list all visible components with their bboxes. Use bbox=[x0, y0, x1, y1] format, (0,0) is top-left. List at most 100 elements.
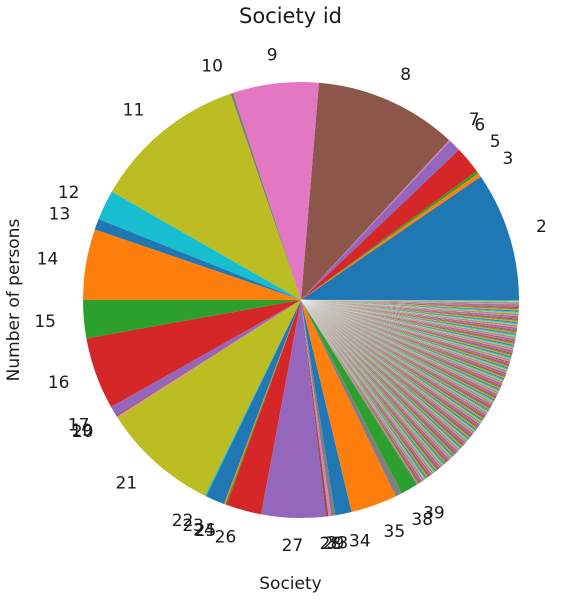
pie-slice bbox=[300, 299, 457, 455]
pie-slice bbox=[300, 299, 517, 335]
slice-label-28: 28 bbox=[320, 534, 342, 554]
pie-slice bbox=[300, 299, 431, 477]
pie-slice bbox=[300, 299, 500, 393]
slice-label-3: 3 bbox=[503, 149, 514, 169]
pie-slice-7 bbox=[301, 140, 451, 300]
x-axis-label: Society bbox=[259, 574, 322, 594]
pie-slice bbox=[300, 299, 516, 342]
pie-slice bbox=[300, 299, 518, 328]
pie-slice bbox=[300, 299, 481, 426]
pie-slice bbox=[300, 299, 508, 373]
slice-label-33: 33 bbox=[327, 533, 349, 553]
pie-slice bbox=[300, 299, 491, 410]
slice-label-34: 34 bbox=[349, 531, 371, 551]
pie-slice-26 bbox=[226, 300, 301, 515]
pie-slice bbox=[300, 299, 449, 462]
pie-slice bbox=[300, 299, 520, 308]
pie-slice bbox=[300, 299, 520, 302]
pie-slice bbox=[300, 299, 499, 394]
pie-slice bbox=[300, 299, 502, 387]
pie-slice bbox=[300, 299, 452, 460]
pie-slice bbox=[300, 299, 419, 485]
slice-label-6: 6 bbox=[474, 116, 485, 136]
pie-slice bbox=[300, 299, 506, 378]
slice-label-16: 16 bbox=[48, 373, 70, 393]
pie-slice bbox=[300, 299, 424, 482]
pie-slice bbox=[300, 299, 445, 466]
pie-slice bbox=[300, 299, 496, 400]
slice-label-22: 22 bbox=[172, 511, 194, 531]
pie-slice bbox=[300, 299, 488, 416]
pie-slice bbox=[300, 299, 519, 311]
pie-slice bbox=[300, 299, 446, 465]
pie-slice bbox=[300, 299, 475, 434]
pie-slice bbox=[300, 299, 479, 428]
pie-slice bbox=[300, 299, 447, 464]
pie-slice bbox=[300, 299, 460, 451]
pie-slice bbox=[300, 299, 518, 331]
pie-slice bbox=[300, 299, 515, 347]
pie-slice bbox=[300, 299, 474, 435]
pie-slice-8 bbox=[301, 82, 450, 301]
pie-slice bbox=[300, 299, 488, 415]
pie-slice-34 bbox=[301, 300, 352, 516]
pie-slice-5 bbox=[301, 149, 477, 300]
pie-slice bbox=[300, 299, 441, 469]
pie-slice-20 bbox=[116, 300, 301, 418]
slice-label-2: 2 bbox=[536, 217, 547, 237]
pie-slice bbox=[300, 299, 510, 366]
pie-slice bbox=[300, 299, 437, 472]
pie-slice bbox=[300, 299, 451, 460]
pie-slice bbox=[300, 299, 505, 380]
pie-slice bbox=[300, 299, 466, 444]
pie-slice bbox=[300, 299, 468, 443]
pie-slice bbox=[300, 299, 490, 412]
slice-label-24: 24 bbox=[193, 520, 215, 540]
pie-slice bbox=[300, 299, 455, 456]
pie-slice bbox=[300, 299, 450, 461]
pie-slice bbox=[300, 299, 439, 471]
slice-label-5: 5 bbox=[490, 132, 501, 152]
pie-slice bbox=[300, 299, 435, 474]
pie-slice bbox=[300, 299, 492, 408]
pie-slice bbox=[300, 299, 499, 395]
pie-slice bbox=[300, 299, 438, 472]
pie-slice bbox=[300, 299, 478, 430]
pie-slice bbox=[300, 299, 519, 319]
pie-slice bbox=[300, 299, 481, 425]
pie-slice bbox=[300, 299, 515, 346]
pie-slice bbox=[300, 299, 434, 475]
pie-slice bbox=[300, 299, 520, 305]
slice-label-23: 23 bbox=[182, 516, 204, 536]
pie-slice bbox=[300, 299, 513, 355]
pie-slice bbox=[300, 299, 519, 313]
pie-slice bbox=[300, 299, 423, 483]
pie-slice bbox=[300, 299, 506, 377]
pie-slice bbox=[300, 299, 495, 402]
pie-slice bbox=[300, 299, 489, 413]
pie-slice bbox=[300, 299, 520, 303]
pie-slice bbox=[300, 299, 494, 404]
pie-slice bbox=[300, 299, 430, 478]
pie-slice bbox=[300, 299, 432, 476]
pie-slice bbox=[300, 299, 459, 452]
pie-slice bbox=[300, 299, 501, 390]
slice-label-29: 29 bbox=[323, 534, 345, 554]
pie-slice bbox=[300, 299, 465, 446]
pie-slice bbox=[300, 299, 442, 468]
pie-slice bbox=[300, 299, 459, 453]
pie-slice bbox=[300, 299, 467, 444]
pie-slice bbox=[300, 299, 519, 324]
pie-slice bbox=[300, 299, 471, 439]
pie-slice bbox=[300, 299, 486, 417]
pie-slice bbox=[300, 299, 485, 420]
pie-slice-25 bbox=[225, 300, 301, 505]
pie-slice bbox=[300, 299, 509, 370]
pie-slice-21 bbox=[117, 300, 301, 496]
pie-slice bbox=[300, 299, 498, 396]
pie-slice-29 bbox=[301, 300, 332, 517]
slice-label-20: 20 bbox=[72, 422, 94, 442]
pie-slice bbox=[300, 299, 454, 457]
slice-label-19: 19 bbox=[71, 421, 93, 441]
slice-label-13: 13 bbox=[49, 205, 71, 225]
